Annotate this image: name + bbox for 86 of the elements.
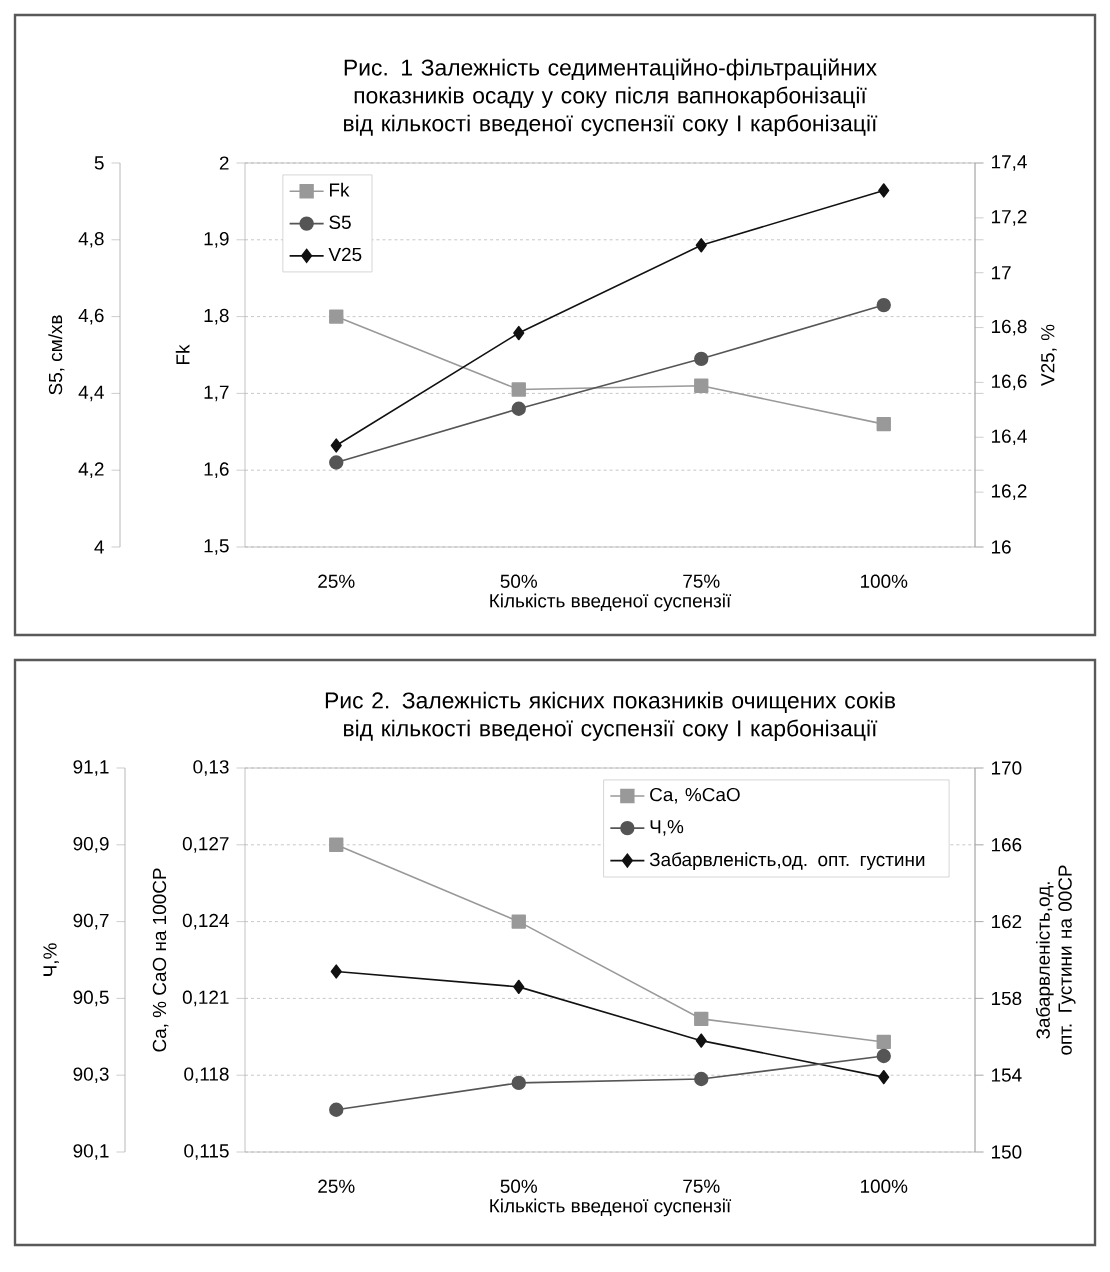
y3-tick-label: 90,5 bbox=[73, 990, 109, 1007]
y-tick-label: 1,6 bbox=[204, 462, 229, 479]
y-tick-label: 0,124 bbox=[182, 913, 229, 930]
y-tick-label: 1,7 bbox=[204, 385, 229, 402]
y2-tick-label: 16,2 bbox=[991, 484, 1027, 500]
y-tick-label: 1,5 bbox=[204, 539, 229, 555]
legend-label: Fk bbox=[329, 182, 350, 197]
point bbox=[694, 351, 709, 366]
point bbox=[694, 378, 709, 393]
y3-tick-label: 90,3 bbox=[73, 1067, 109, 1084]
y3-axis-title: S5, см/хв bbox=[48, 315, 65, 395]
y2-tick-label: 166 bbox=[991, 838, 1022, 852]
y3-axis-title: Ч,% bbox=[43, 943, 59, 976]
y2-tick-label: 16 bbox=[991, 540, 1011, 554]
y3-tick-label: 91,1 bbox=[73, 760, 109, 776]
point bbox=[876, 1034, 891, 1050]
x-tick-label: 75% bbox=[683, 574, 720, 588]
y2-tick-label: 16,8 bbox=[991, 319, 1027, 336]
point bbox=[329, 1102, 344, 1117]
point bbox=[694, 1011, 709, 1027]
y2-tick-label: 16,6 bbox=[991, 374, 1027, 391]
x-tick-label: 25% bbox=[318, 1179, 355, 1193]
y2-tick-label: 17,4 bbox=[991, 155, 1027, 171]
point bbox=[329, 309, 344, 324]
y3-tick-label: 90,9 bbox=[73, 836, 109, 853]
point bbox=[513, 325, 525, 341]
y2-axis-title: V25, % bbox=[1041, 324, 1057, 386]
chart-title: Рис 2. Залежність якісних показників очищених соків від кількості введеної суспензії соку I карбонізації bbox=[325, 691, 896, 741]
y-tick-label: 0,118 bbox=[184, 1067, 229, 1084]
y-tick-label: 0,115 bbox=[184, 1144, 229, 1160]
y3-tick-label: 4 bbox=[94, 540, 104, 554]
legend-label: Ч,% bbox=[650, 820, 684, 836]
point bbox=[513, 979, 525, 995]
point bbox=[694, 1071, 709, 1087]
point bbox=[511, 382, 526, 397]
point bbox=[329, 837, 344, 852]
y-tick-label: 1,9 bbox=[204, 231, 229, 248]
y-tick-label: 1,8 bbox=[204, 308, 229, 325]
point bbox=[878, 1069, 890, 1085]
y-tick-label: 0,127 bbox=[182, 836, 229, 853]
x-tick-label: 25% bbox=[318, 574, 355, 588]
point bbox=[330, 438, 342, 453]
point bbox=[511, 914, 526, 929]
point bbox=[878, 183, 890, 198]
y2-tick-label: 17,2 bbox=[991, 210, 1027, 226]
point bbox=[330, 964, 342, 979]
y3-tick-label: 90,7 bbox=[73, 913, 109, 930]
chart-title: Рис. 1 Залежність седиментаційно-фільтраційних показників осаду у соку після вапнокарбонізації від кількості введеної суспензії соку I карбонізації bbox=[344, 58, 878, 136]
legend-label: Забарвленість,од. опт. густини bbox=[649, 852, 925, 870]
y2-tick-label: 162 bbox=[991, 914, 1022, 929]
x-tick-label: 50% bbox=[500, 574, 538, 588]
y2-axis-title: Забарвленість,од. опт. Густини на 00СР bbox=[1035, 865, 1076, 1055]
y2-tick-label: 170 bbox=[991, 761, 1022, 775]
x-tick-label: 100% bbox=[860, 574, 908, 588]
x-tick-label: 75% bbox=[683, 1179, 720, 1193]
y3-tick-label: 4,2 bbox=[78, 462, 104, 479]
point bbox=[876, 297, 891, 313]
point bbox=[695, 1033, 707, 1048]
point bbox=[876, 1048, 891, 1064]
y-axis-title: Fk bbox=[175, 344, 190, 364]
y2-tick-label: 17 bbox=[991, 266, 1011, 280]
y-tick-label: 0,121 bbox=[182, 990, 229, 1007]
y2-tick-label: 150 bbox=[991, 1145, 1022, 1159]
y3-tick-label: 90,1 bbox=[73, 1144, 109, 1160]
point bbox=[511, 401, 526, 416]
legend-label: S5 bbox=[329, 215, 351, 229]
y-tick-label: 0,13 bbox=[193, 760, 229, 776]
x-axis-title: Кількість введеної суспензії bbox=[490, 593, 732, 612]
y-tick-label: 2 bbox=[219, 156, 229, 170]
y3-tick-label: 4,6 bbox=[78, 308, 104, 325]
point bbox=[695, 238, 707, 253]
point bbox=[511, 1075, 526, 1091]
y2-tick-label: 154 bbox=[991, 1068, 1022, 1082]
y2-tick-label: 16,4 bbox=[991, 429, 1027, 446]
y3-tick-label: 4,8 bbox=[78, 231, 104, 248]
x-axis-title: Кількість введеної суспензії bbox=[490, 1198, 732, 1217]
legend-label: Ca, %CaO bbox=[650, 787, 740, 804]
y3-tick-label: 4,4 bbox=[78, 385, 104, 402]
x-tick-label: 50% bbox=[500, 1179, 538, 1193]
point bbox=[876, 416, 891, 432]
y3-tick-label: 5 bbox=[94, 156, 104, 170]
x-tick-label: 100% bbox=[860, 1179, 908, 1193]
legend-label: V25 bbox=[328, 247, 362, 262]
y2-tick-label: 158 bbox=[991, 991, 1022, 1006]
point bbox=[329, 455, 344, 470]
y-axis-title: Ca, % CaO на 100СР bbox=[152, 868, 169, 1052]
